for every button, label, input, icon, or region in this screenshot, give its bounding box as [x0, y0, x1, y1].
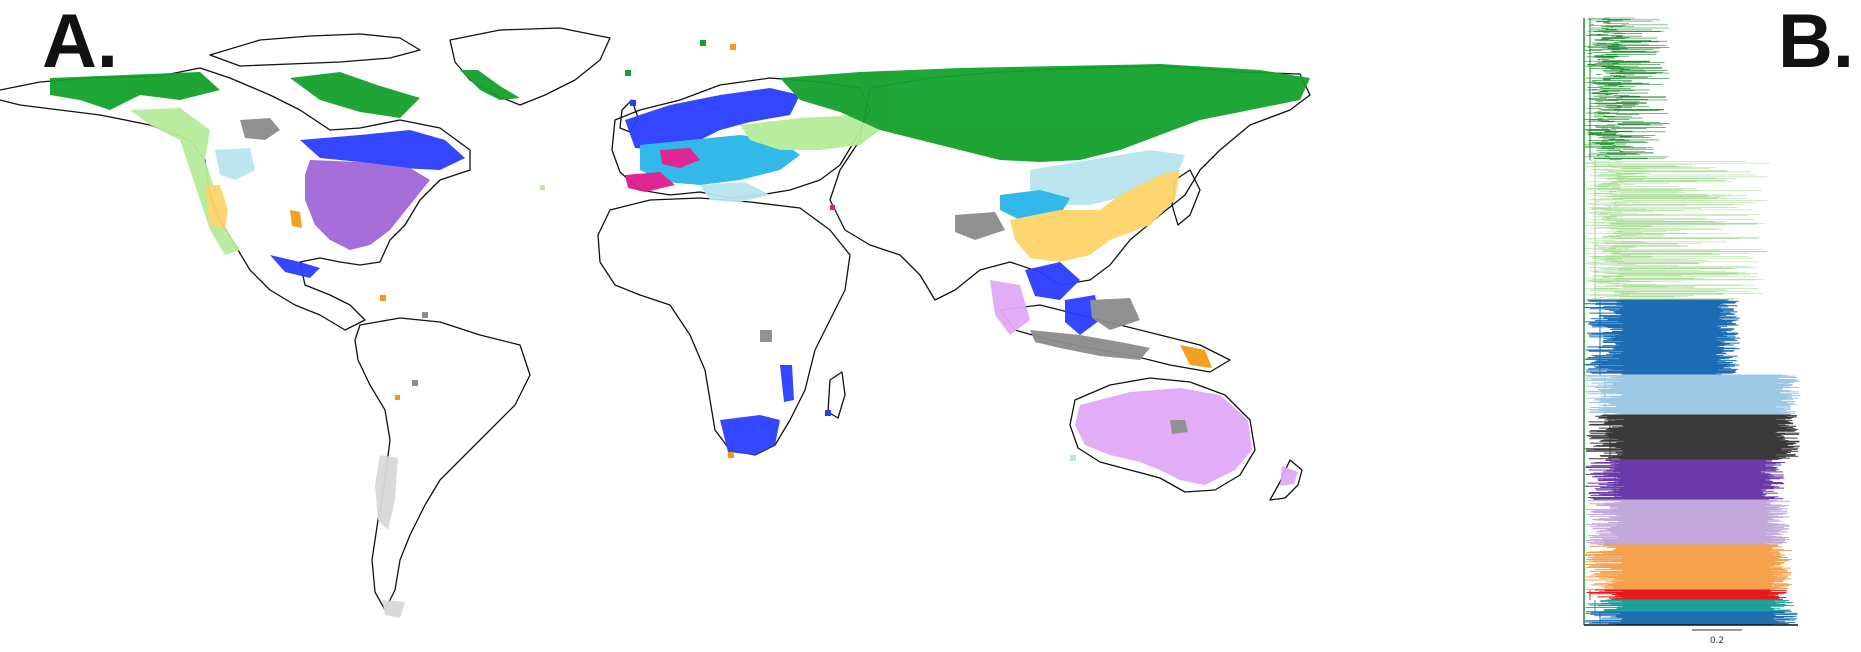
japan-outline — [1171, 169, 1201, 226]
point-orange — [728, 452, 734, 458]
region-blue-na — [300, 130, 465, 170]
region-blue-south-africa — [720, 415, 780, 455]
arctic-islands-outline — [209, 33, 421, 67]
region-yellow-na — [205, 185, 228, 230]
new-zealand-outline — [1269, 459, 1303, 501]
tree-branches — [1584, 17, 1800, 626]
region-gray-na — [240, 118, 280, 140]
point-gray — [422, 312, 428, 318]
region-blue-europe — [625, 88, 800, 150]
region-lavender-seasia — [990, 280, 1030, 335]
region-dark-green-na-east — [290, 72, 420, 118]
world-distribution-map — [0, 27, 1311, 618]
madagascar-outline — [827, 371, 846, 419]
distribution-regions — [50, 64, 1310, 618]
point-light-green — [540, 185, 545, 190]
region-blue-mozambique — [780, 365, 794, 402]
point-orange — [730, 44, 736, 50]
point-magenta — [830, 205, 835, 210]
point-blue — [825, 410, 831, 416]
point-orange — [395, 395, 400, 400]
region-gray-indonesia — [1090, 298, 1140, 330]
point-orange — [380, 295, 386, 301]
region-orange-indonesia — [1180, 345, 1212, 368]
region-gray-australia — [1170, 420, 1188, 434]
region-blue-seasia — [1025, 262, 1080, 300]
region-light-gray-tip — [382, 600, 405, 618]
region-light-gray-patagonia — [375, 455, 398, 530]
region-blue-mexico — [270, 255, 320, 278]
region-dark-green-siberia — [780, 64, 1310, 162]
region-dark-green-na — [50, 72, 220, 110]
point-blue — [630, 100, 636, 106]
scattered-points — [380, 40, 1076, 461]
region-lavender-australia — [1075, 388, 1252, 485]
region-orange-mexico — [290, 210, 302, 228]
south-america-outline — [354, 317, 531, 611]
region-yellow-asia — [1010, 170, 1180, 262]
point-gray — [412, 380, 418, 386]
scale-bar-label: 0.2 — [1710, 636, 1724, 646]
region-light-green-na — [130, 108, 240, 255]
region-pale-blue-asia — [1030, 150, 1185, 205]
africa-outline — [597, 197, 851, 456]
region-gray-africa — [760, 330, 772, 342]
region-cyan-europe — [640, 135, 800, 185]
region-magenta-europe-2 — [625, 172, 675, 192]
region-lavender-nz — [1280, 466, 1298, 486]
region-light-green-europe — [740, 115, 880, 150]
point-pale-blue — [1070, 455, 1076, 461]
panel-label-b: B. — [1778, 0, 1854, 84]
phylogenetic-tree: 0.2 — [1583, 17, 1800, 646]
greenland-outline — [449, 27, 611, 106]
region-gray-asia — [955, 212, 1005, 240]
region-gray-indonesia-2 — [1030, 330, 1150, 360]
point-green — [625, 70, 631, 76]
region-purple-usa — [305, 160, 430, 250]
region-magenta-europe — [660, 148, 700, 168]
panel-label-a: A. — [42, 0, 118, 84]
point-green — [700, 40, 706, 46]
region-pale-blue-europe — [700, 182, 770, 202]
region-pale-blue-na — [215, 148, 255, 180]
australia-outline — [1069, 377, 1256, 493]
region-greenland-green — [460, 70, 520, 100]
